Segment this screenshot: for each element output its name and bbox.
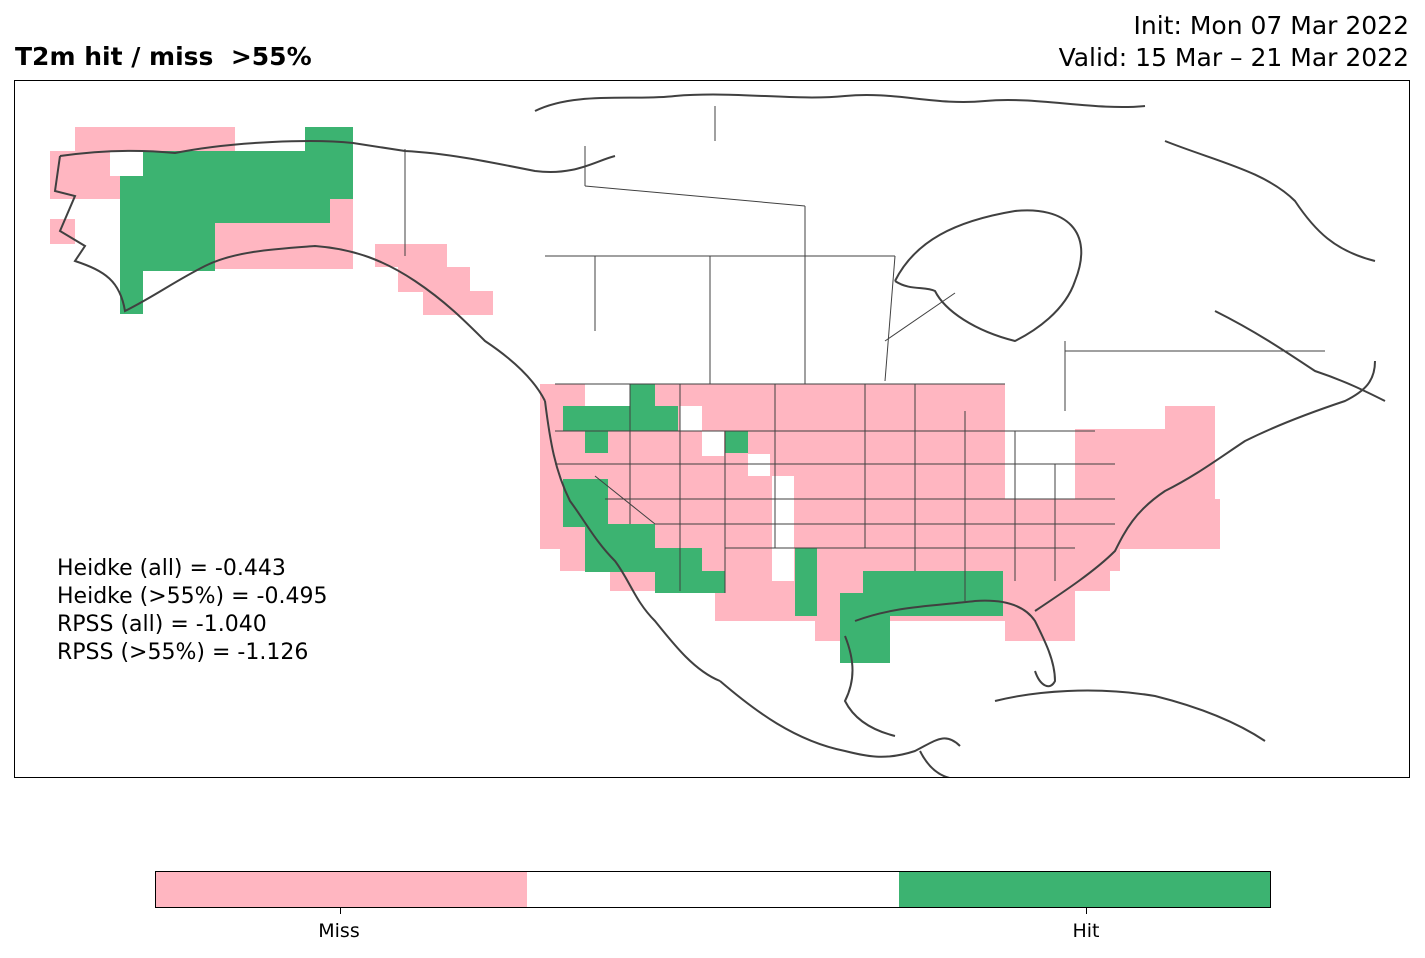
hit-cell xyxy=(120,176,215,271)
colorbar-neutral-segment xyxy=(527,872,899,907)
forecast-dates: Init: Mon 07 Mar 2022 Valid: 15 Mar – 21… xyxy=(1059,10,1409,74)
neutral-cell xyxy=(680,406,702,431)
verification-scores: Heidke (all) = -0.443 Heidke (>55%) = -0… xyxy=(57,555,327,667)
hit-cells xyxy=(120,127,1003,663)
miss-cell xyxy=(213,221,353,269)
neutral-cell xyxy=(772,476,794,581)
neutral-cell xyxy=(585,384,630,406)
coastlines xyxy=(53,93,1386,777)
colorbar xyxy=(155,871,1271,908)
miss-cell xyxy=(375,244,447,267)
rpss-above-55: RPSS (>55%) = -1.126 xyxy=(57,640,309,665)
heidke-above-55: Heidke (>55%) = -0.495 xyxy=(57,584,328,609)
hit-cell xyxy=(585,524,655,572)
hit-cell xyxy=(585,431,608,453)
rpss-all: RPSS (all) = -1.040 xyxy=(57,612,267,637)
miss-cell xyxy=(1165,406,1215,431)
neutral-cell xyxy=(702,431,724,456)
miss-cell xyxy=(398,267,470,292)
miss-cell xyxy=(50,151,120,199)
north-america-map xyxy=(50,93,1386,777)
colorbar-miss-segment xyxy=(156,872,528,907)
colorbar-tick-miss xyxy=(340,908,341,914)
map-panel xyxy=(14,80,1410,778)
miss-cell xyxy=(75,127,235,152)
init-date: Init: Mon 07 Mar 2022 xyxy=(1133,11,1410,40)
state-borders xyxy=(404,106,1325,601)
miss-cell xyxy=(1075,429,1215,501)
hit-cell xyxy=(563,406,678,431)
colorbar-label-hit: Hit xyxy=(1072,920,1100,942)
hit-cell xyxy=(630,384,655,406)
colorbar-hit-segment xyxy=(898,872,1270,907)
colorbar-tick-hit xyxy=(1086,908,1087,914)
hit-cell xyxy=(120,267,143,314)
miss-cell xyxy=(330,199,353,224)
heidke-all: Heidke (all) = -0.443 xyxy=(57,556,286,581)
hit-cell xyxy=(305,127,353,152)
hit-cell xyxy=(655,571,725,593)
hit-cell xyxy=(563,479,608,527)
valid-dates: Valid: 15 Mar – 21 Mar 2022 xyxy=(1058,43,1409,72)
neutral-cells xyxy=(110,127,794,581)
map-title: T2m hit / miss >55% xyxy=(15,42,312,71)
hit-cell xyxy=(840,593,890,663)
colorbar-label-miss: Miss xyxy=(318,920,360,942)
neutral-cell xyxy=(110,151,145,176)
miss-cell xyxy=(885,384,1005,409)
neutral-cell xyxy=(748,454,770,476)
hit-cell xyxy=(725,431,748,453)
hit-cell xyxy=(795,548,817,616)
hit-cell xyxy=(215,197,330,223)
neutral-cell xyxy=(235,127,305,152)
